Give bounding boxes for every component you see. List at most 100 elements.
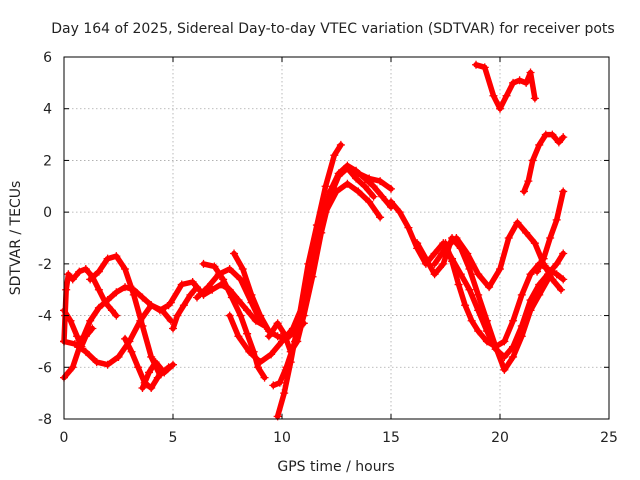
data-point — [526, 306, 535, 315]
data-point — [94, 303, 103, 312]
data-point — [496, 265, 504, 274]
data-point — [517, 290, 526, 299]
data-point — [186, 290, 195, 299]
data-point — [548, 130, 557, 139]
data-point — [502, 91, 511, 100]
data-point — [121, 265, 130, 274]
data-point — [70, 340, 79, 349]
data-point — [199, 259, 208, 268]
data-point — [504, 234, 513, 242]
data-point — [210, 262, 219, 271]
data-point — [539, 254, 548, 263]
data-point — [369, 192, 378, 201]
data-point — [225, 311, 234, 320]
data-point — [112, 252, 121, 261]
tick-label-layer: 0 5 10 15 20 25 -8 -6 -4 -2 0 2 4 6 — [38, 50, 618, 446]
series-track-7 — [138, 358, 177, 392]
data-point — [413, 239, 422, 248]
data-point — [188, 277, 197, 286]
data-point — [528, 156, 537, 165]
data-point — [321, 182, 330, 191]
data-point — [482, 337, 491, 346]
data-point — [225, 265, 234, 274]
data-point — [121, 283, 130, 292]
data-point — [101, 298, 110, 307]
data-point — [489, 91, 498, 100]
grid-layer — [64, 57, 609, 419]
data-point — [354, 169, 363, 178]
data-point — [92, 358, 101, 367]
plot-frame — [63, 56, 610, 420]
data-point — [474, 290, 483, 299]
data-point — [88, 324, 97, 333]
data-point — [264, 332, 273, 341]
data-point — [454, 280, 463, 289]
x-tick-label: 20 — [491, 430, 509, 446]
data-point — [153, 373, 162, 382]
y-tick-label: -8 — [38, 412, 52, 428]
data-point — [66, 316, 75, 325]
data-point — [465, 285, 474, 294]
data-point — [236, 275, 245, 284]
data-point — [81, 265, 90, 274]
data-point — [169, 324, 177, 333]
data-point — [75, 267, 84, 276]
series-line — [61, 266, 120, 345]
chart-title: Day 164 of 2025, Sidereal Day-to-day VTE… — [51, 21, 614, 37]
data-point — [533, 267, 542, 276]
data-point — [81, 332, 90, 341]
data-point — [524, 177, 533, 186]
data-point — [295, 311, 304, 320]
data-point — [467, 316, 476, 325]
data-point — [134, 363, 143, 372]
y-axis-label: SDTVAR / TECUs — [8, 181, 24, 296]
data-point — [500, 337, 509, 346]
data-point — [121, 334, 130, 343]
data-point — [376, 213, 385, 222]
data-point — [535, 140, 544, 149]
series-track-9 — [169, 283, 201, 333]
data-point — [158, 306, 167, 315]
data-point — [509, 352, 518, 361]
data-point — [192, 283, 201, 292]
data-point — [269, 381, 278, 390]
series-line — [122, 336, 161, 391]
series-line — [521, 131, 566, 195]
data-point — [500, 365, 509, 374]
data-point — [138, 293, 147, 302]
data-point — [439, 259, 448, 268]
data-point — [304, 259, 313, 268]
data-point — [491, 342, 500, 351]
data-point — [160, 368, 169, 377]
data-point — [236, 311, 245, 320]
data-point — [472, 60, 481, 69]
data-point — [343, 164, 352, 173]
data-point — [68, 363, 77, 372]
x-tick-label: 25 — [600, 430, 618, 446]
data-point — [177, 280, 186, 289]
data-point — [275, 378, 284, 387]
data-point — [230, 249, 239, 258]
data-point — [559, 275, 568, 284]
data-point — [509, 78, 518, 87]
x-tick-label: 10 — [273, 430, 291, 446]
data-point — [354, 187, 363, 196]
data-point — [138, 321, 147, 330]
data-point — [86, 316, 95, 325]
series-track-19 — [413, 234, 552, 374]
data-point — [112, 288, 121, 297]
data-point — [526, 68, 535, 77]
data-point — [208, 285, 217, 294]
data-point — [376, 177, 385, 186]
data-point — [526, 270, 535, 279]
data-point — [243, 306, 252, 315]
data-point — [238, 265, 247, 274]
data-point — [559, 187, 568, 196]
data-point — [234, 332, 243, 341]
data-point — [260, 373, 269, 382]
series-layer — [60, 60, 568, 421]
data-point — [169, 360, 177, 369]
data-point — [530, 94, 539, 103]
data-point — [147, 383, 156, 392]
